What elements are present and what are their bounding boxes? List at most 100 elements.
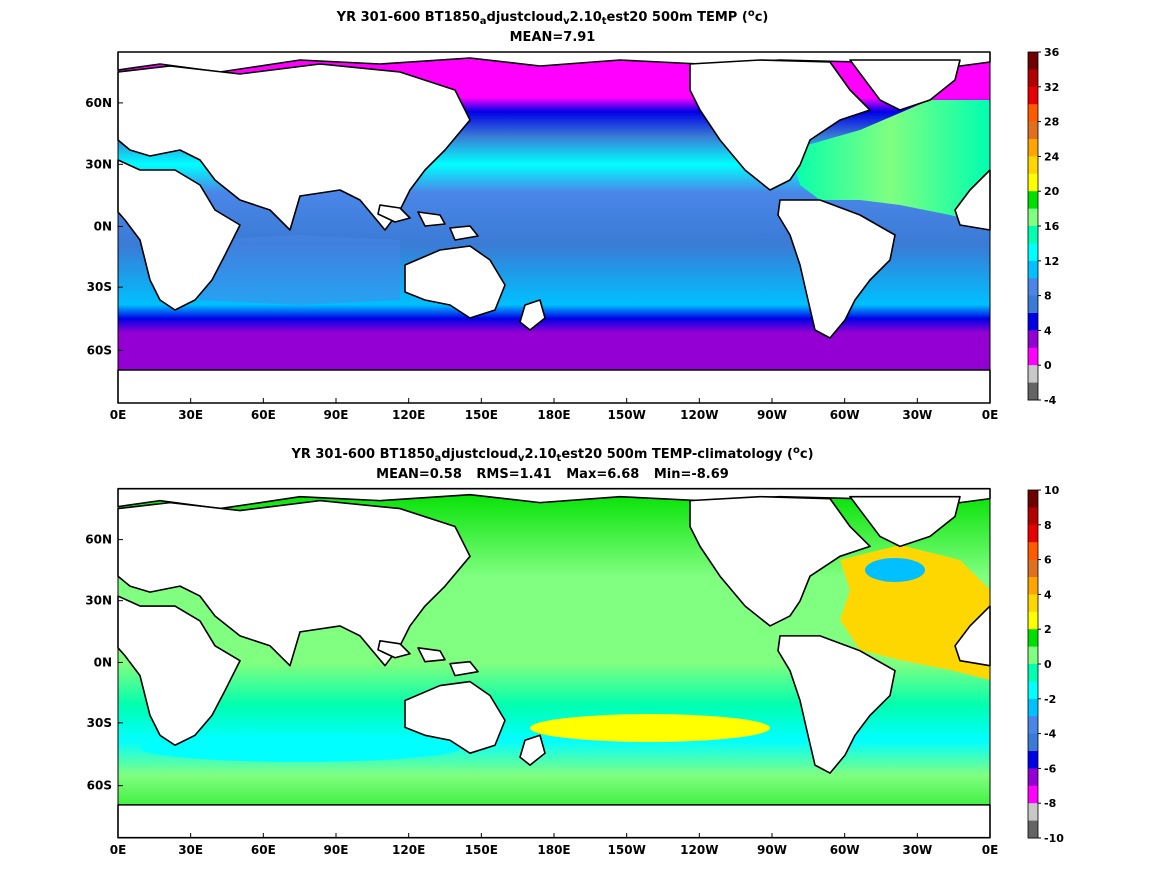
colorbar-tick-label: -10 <box>1044 832 1064 845</box>
min-stat: Min=-8.69 <box>653 467 729 482</box>
colorbar-swatch <box>1028 295 1038 314</box>
x-tick-label: 30W <box>902 843 932 857</box>
title-text: djustcloud <box>486 10 564 25</box>
panel2-axes: 0E 30E 60E 90E 120E 150E 180E 150W 120W 90W 60W 30W… <box>85 533 998 857</box>
x-tick-label: 120W <box>680 408 718 422</box>
colorbar-tick-label: 32 <box>1044 81 1059 94</box>
title-text: YR 301-600 BT1850 <box>336 10 480 25</box>
colorbar-swatch <box>1028 646 1038 665</box>
y-tick-label: 30S <box>87 280 112 294</box>
colorbar-swatch <box>1028 559 1038 578</box>
panel1-indian-ocean <box>200 235 400 305</box>
colorbar-swatch <box>1028 139 1038 157</box>
y-tick-label: 30S <box>87 716 112 730</box>
title-text: est20 500m TEMP-climatology ( <box>561 447 794 462</box>
title-text: YR 301-600 BT1850 <box>291 447 435 462</box>
x-tick-label: 90E <box>324 408 349 422</box>
x-tick-label: 30E <box>178 408 203 422</box>
colorbar-tick-label: -8 <box>1044 797 1056 810</box>
colorbar-swatch <box>1028 716 1038 735</box>
colorbar-swatch <box>1028 173 1038 192</box>
panel1-map <box>117 51 991 404</box>
colorbar-swatch <box>1028 751 1038 769</box>
colorbar-swatch <box>1028 698 1038 717</box>
colorbar-tick-label: 36 <box>1044 46 1060 59</box>
colorbar-swatch <box>1028 577 1038 595</box>
y-tick-label: 60N <box>85 533 112 547</box>
colorbar-swatch <box>1028 156 1038 175</box>
colorbar-swatch <box>1028 104 1038 123</box>
colorbar-swatch <box>1028 594 1038 613</box>
colorbar-swatch <box>1028 260 1038 279</box>
panel2-pacific-warm <box>530 714 770 742</box>
title-text: 2.10 <box>524 447 557 462</box>
panel2-southern-cold <box>140 734 460 762</box>
y-tick-label: 30N <box>85 157 112 171</box>
title-text: 2.10 <box>569 10 602 25</box>
x-tick-label: 150E <box>465 843 498 857</box>
colorbar-swatch <box>1028 664 1038 682</box>
colorbar-tick-label: 20 <box>1044 185 1060 198</box>
x-tick-label: 60W <box>830 408 860 422</box>
colorbar-tick-label: 0 <box>1044 359 1052 372</box>
x-tick-label: 150W <box>608 408 646 422</box>
title-superscript: o <box>793 445 800 456</box>
title-subscript: a <box>434 453 442 464</box>
colorbar-tick-label: 2 <box>1044 623 1052 636</box>
colorbar-swatch <box>1028 803 1038 822</box>
y-tick-label: 60N <box>85 96 112 110</box>
colorbar-swatch <box>1028 507 1038 526</box>
y-tick-label: 30N <box>85 594 112 608</box>
panel2-title: YR 301-600 BT1850adjustcloudv2.10test20 … <box>0 441 1105 469</box>
colorbar-swatch <box>1028 629 1038 648</box>
colorbar-swatch <box>1028 313 1038 331</box>
panel1-colorbar: 36 32 28 24 20 16 12 8 4 0 -4 <box>1027 46 1060 407</box>
colorbar-tick-label: -2 <box>1044 693 1056 706</box>
x-tick-label: 60W <box>830 843 860 857</box>
x-tick-label: 30W <box>902 408 932 422</box>
x-tick-label: 120W <box>680 843 718 857</box>
title-text: est20 500m TEMP ( <box>606 10 748 25</box>
colorbar-tick-label: -4 <box>1044 394 1057 407</box>
colorbar-swatch <box>1028 226 1038 244</box>
colorbar-swatch <box>1028 243 1038 262</box>
x-tick-label: 150W <box>608 843 646 857</box>
x-tick-label: 60E <box>251 843 276 857</box>
panel1-atlantic-warm <box>790 100 990 225</box>
title-text: djustcloud <box>441 447 518 462</box>
x-tick-label: 90W <box>757 408 787 422</box>
rms-stat: RMS=1.41 <box>476 467 552 482</box>
title-text: c) <box>799 447 814 462</box>
colorbar-swatch <box>1028 69 1038 88</box>
colorbar-swatch <box>1028 490 1038 508</box>
title-subscript: t <box>601 16 607 27</box>
colorbar-swatch <box>1028 382 1038 401</box>
colorbar-swatch <box>1028 121 1038 140</box>
x-tick-label: 60E <box>251 408 276 422</box>
colorbar-swatch <box>1028 278 1038 297</box>
y-tick-label: 0N <box>94 219 112 233</box>
panel2-atlantic-cold <box>865 558 925 582</box>
colorbar-swatch <box>1028 208 1038 227</box>
title-subscript: t <box>556 453 562 464</box>
colorbar-tick-label: 4 <box>1044 324 1052 337</box>
x-tick-label: 90E <box>324 843 349 857</box>
max-stat: Max=6.68 <box>566 467 640 482</box>
colorbar-swatch <box>1028 681 1038 700</box>
title-text: c) <box>754 10 769 25</box>
colorbar-tick-label: -4 <box>1044 728 1057 741</box>
colorbar-swatch <box>1028 52 1038 70</box>
colorbar-swatch <box>1028 191 1038 210</box>
x-tick-label: 150E <box>465 408 498 422</box>
colorbar-swatch <box>1028 86 1038 105</box>
colorbar-tick-label: 8 <box>1044 290 1052 303</box>
colorbar-tick-label: 6 <box>1044 554 1052 567</box>
x-tick-label: 180E <box>537 408 570 422</box>
colorbar-swatch <box>1028 542 1038 561</box>
y-tick-label: 60S <box>87 779 112 793</box>
colorbar-swatch <box>1028 365 1038 384</box>
colorbar-swatch <box>1028 768 1038 787</box>
x-tick-label: 0E <box>982 843 999 857</box>
panel1-stats: MEAN=7.91 <box>0 28 1105 48</box>
colorbar-tick-label: 12 <box>1044 255 1059 268</box>
